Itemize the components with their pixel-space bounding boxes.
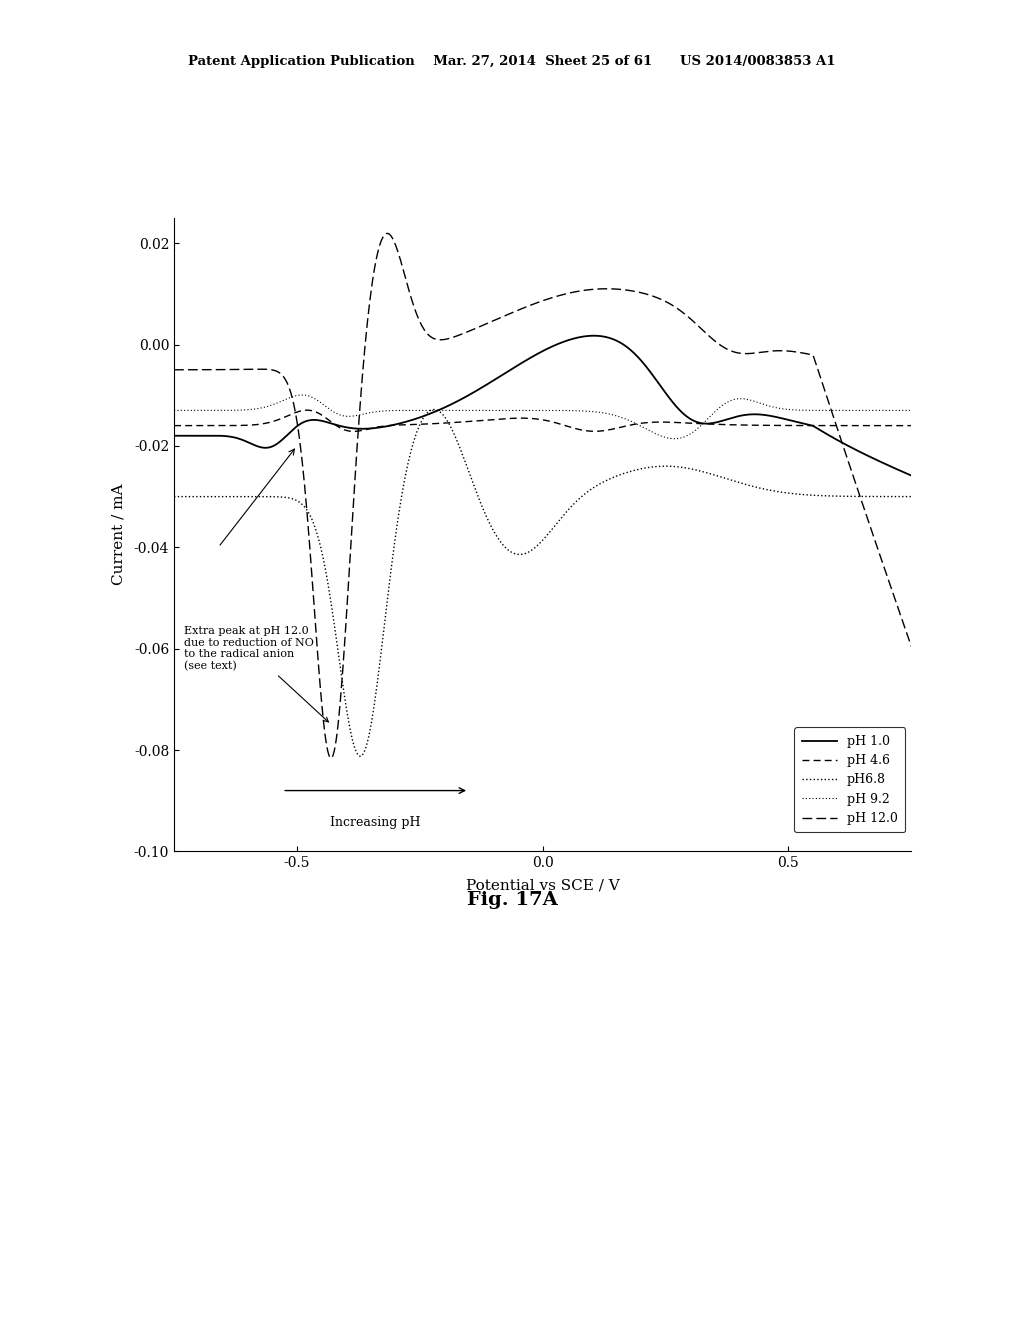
pH 9.2 [358,405,371,421]
pH 12.0 [605,281,617,297]
pH 1.0 [905,467,918,483]
Line: pH 4.6: pH 4.6 [174,411,911,432]
Text: Patent Application Publication    Mar. 27, 2014  Sheet 25 of 61      US 2014/008: Patent Application Publication Mar. 27, … [188,55,836,69]
pH 1.0 [588,327,600,343]
pH 9.2 [296,387,308,403]
pH 9.2 [168,403,180,418]
pH6.8 [605,470,617,486]
pH 12.0 [905,639,918,655]
pH 4.6 [347,424,359,440]
pH 4.6 [360,421,373,437]
pH 9.2 [726,392,738,408]
pH6.8 [298,499,310,515]
pH 4.6 [663,414,675,430]
pH 1.0 [168,428,180,444]
Text: Fig. 17A: Fig. 17A [467,891,557,909]
pH 4.6 [168,417,180,433]
pH 4.6 [605,421,617,437]
pH6.8 [168,488,180,504]
pH 4.6 [301,403,313,418]
Y-axis label: Current / mA: Current / mA [112,484,126,585]
Line: pH 9.2: pH 9.2 [174,395,911,438]
Text: Extra peak at pH 12.0
due to reduction of NO
to the radical anion
(see text): Extra peak at pH 12.0 due to reduction o… [184,626,329,722]
Line: pH 1.0: pH 1.0 [174,335,911,475]
pH 1.0 [604,330,616,346]
pH 4.6 [298,403,310,418]
pH 9.2 [668,430,680,446]
pH6.8 [354,748,367,764]
Line: pH6.8: pH6.8 [174,409,911,756]
pH 12.0 [358,339,371,355]
pH 12.0 [726,343,738,359]
pH6.8 [663,458,675,474]
pH 4.6 [504,411,516,426]
pH 9.2 [662,430,674,446]
pH6.8 [428,401,440,417]
pH 12.0 [381,226,393,242]
pH 1.0 [724,411,736,426]
Text: Increasing pH: Increasing pH [331,816,421,829]
X-axis label: Potential vs SCE / V: Potential vs SCE / V [466,879,620,892]
pH6.8 [726,473,738,488]
pH 1.0 [502,364,514,380]
pH 9.2 [503,403,515,418]
pH 1.0 [298,413,310,429]
pH 12.0 [325,750,337,766]
pH 9.2 [604,407,616,422]
pH6.8 [905,488,918,504]
pH 12.0 [168,362,180,378]
pH6.8 [504,544,516,560]
pH6.8 [358,742,371,758]
pH 1.0 [662,388,674,404]
pH 12.0 [298,477,310,492]
pH 9.2 [905,403,918,418]
pH 4.6 [726,417,738,433]
pH 4.6 [905,417,918,433]
Line: pH 12.0: pH 12.0 [174,234,911,758]
pH 12.0 [663,296,675,312]
pH 12.0 [504,306,516,322]
Legend: pH 1.0, pH 4.6, pH6.8, pH 9.2, pH 12.0: pH 1.0, pH 4.6, pH6.8, pH 9.2, pH 12.0 [795,727,905,833]
pH 1.0 [357,421,370,437]
pH 9.2 [300,387,312,403]
